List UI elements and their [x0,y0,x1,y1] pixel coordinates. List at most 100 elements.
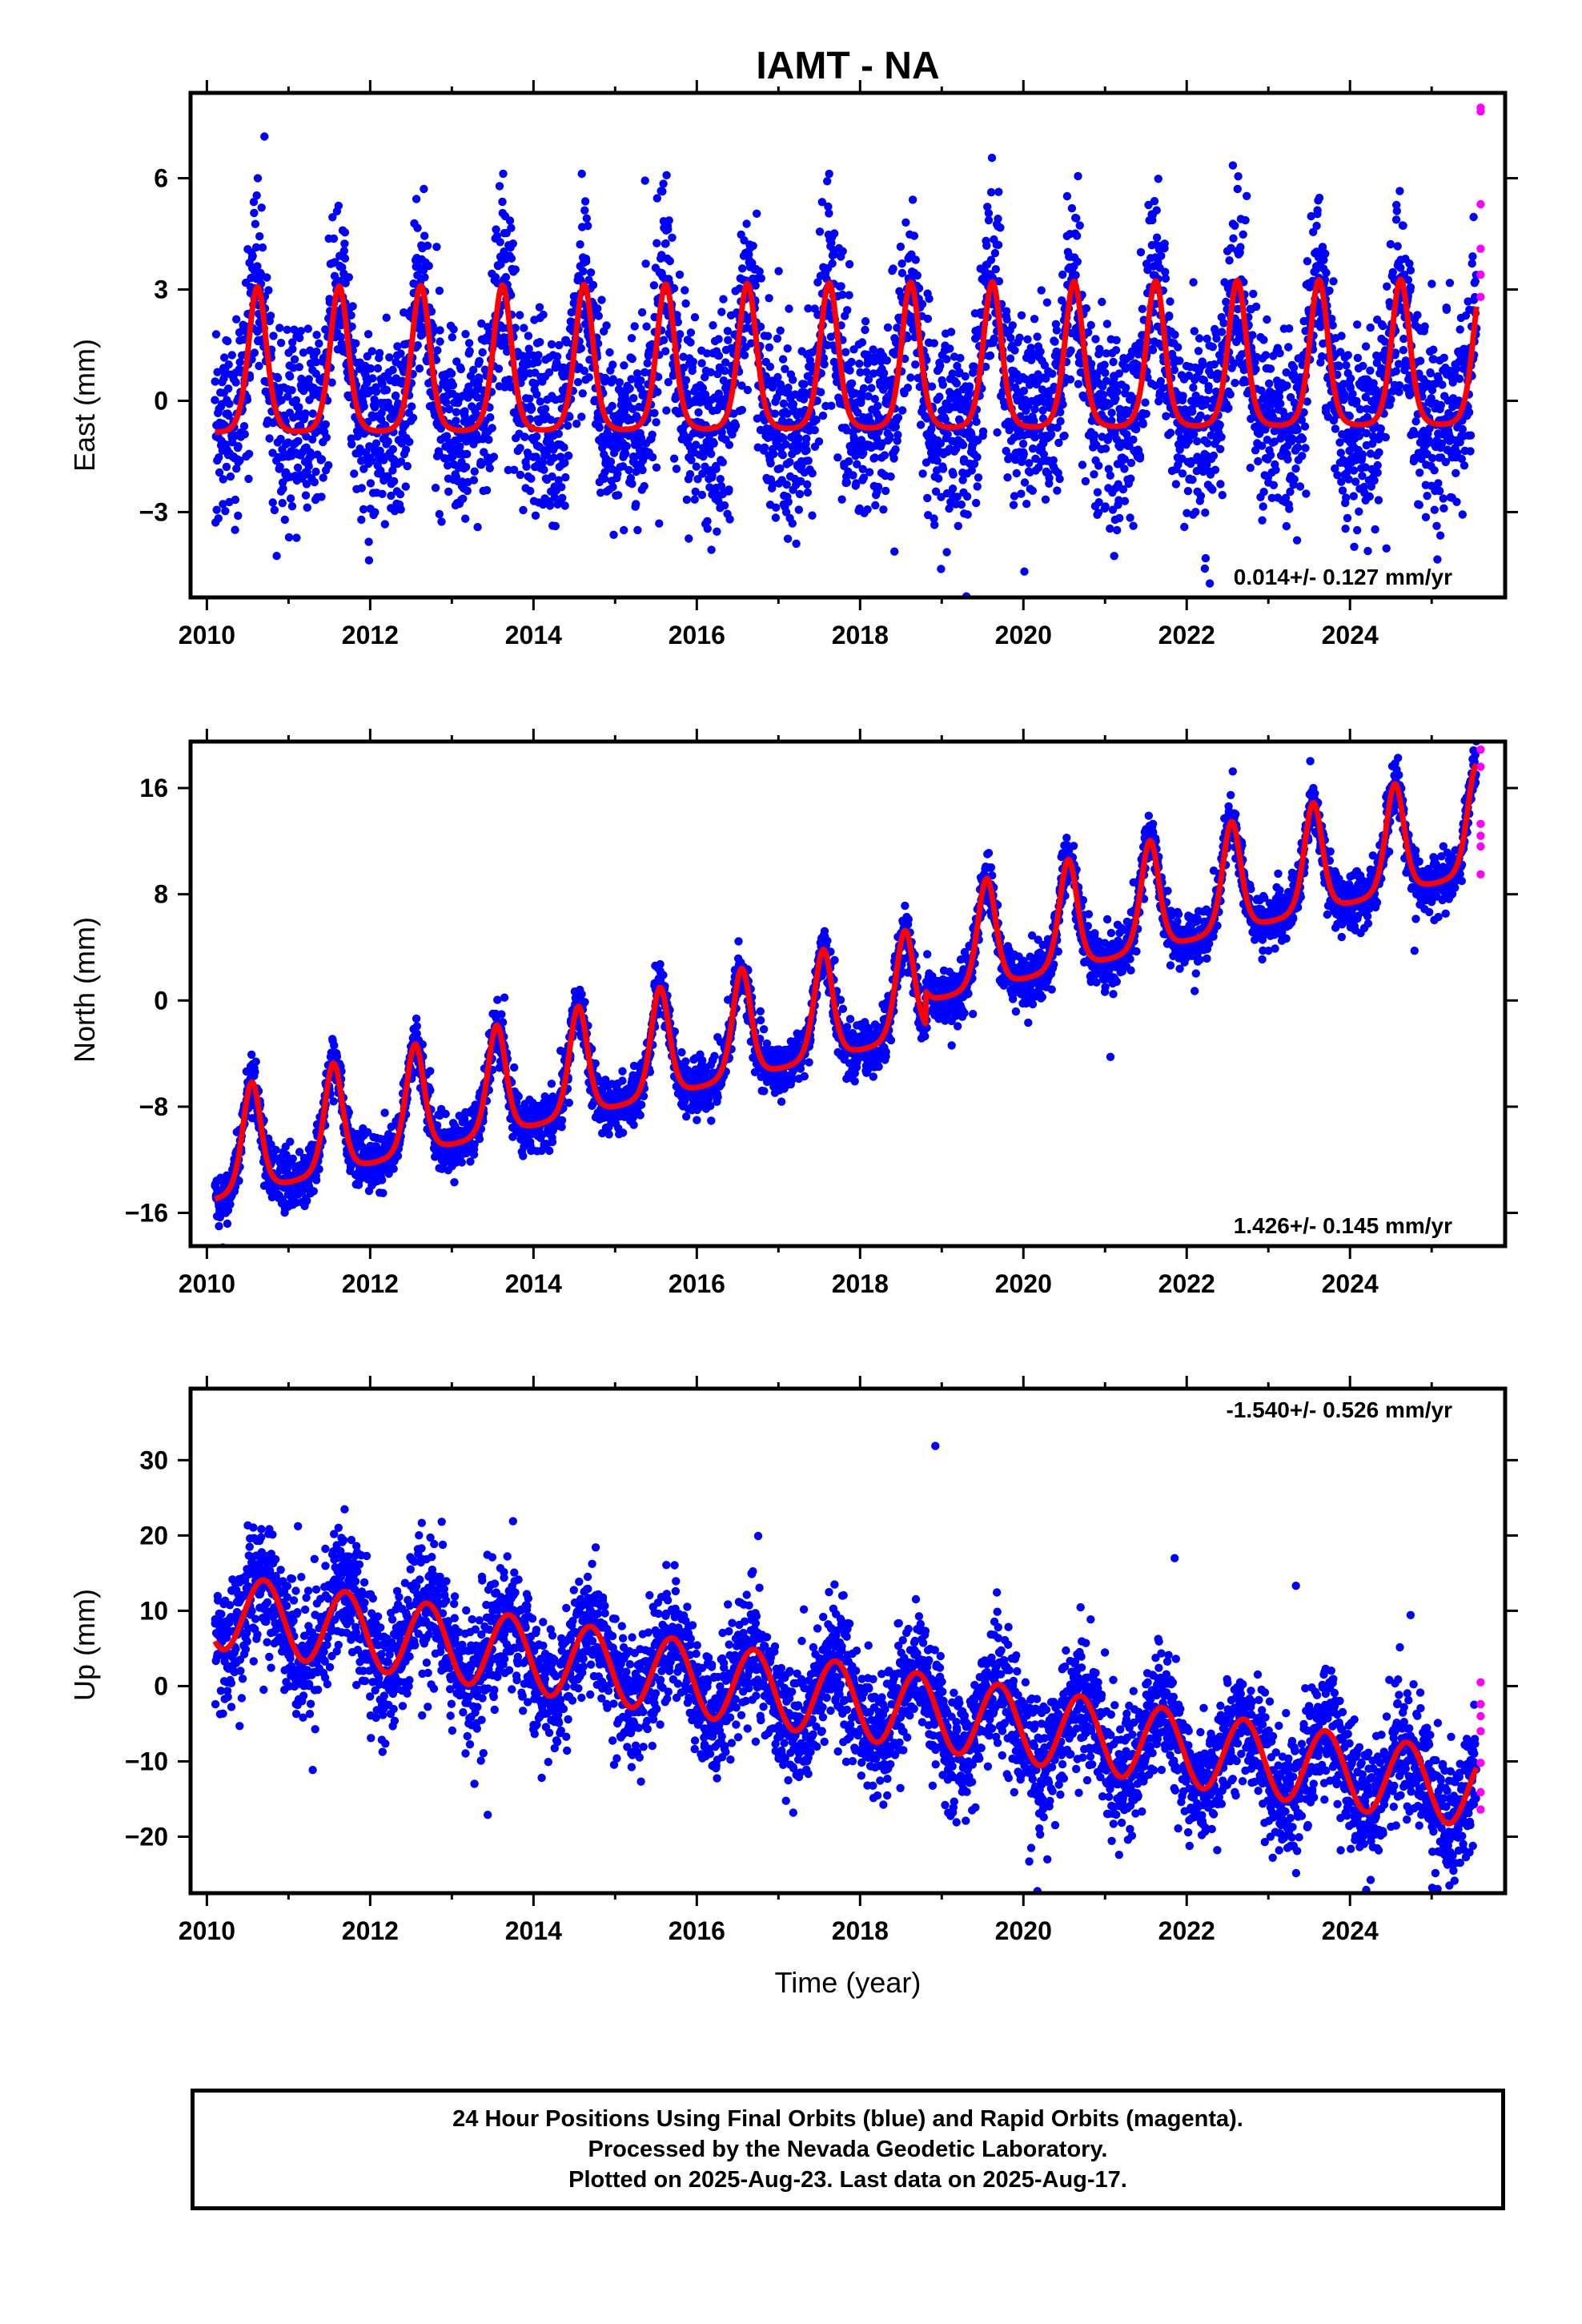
final-orbit-point [260,132,269,141]
final-orbit-point [339,247,348,255]
final-orbit-point [231,378,240,387]
final-orbit-point [742,219,751,228]
final-orbit-point [882,356,892,365]
final-orbit-point [815,227,825,236]
final-orbit-point [760,443,769,452]
final-orbit-point [913,271,922,280]
final-orbit-point [956,353,965,363]
final-orbit-point [659,336,669,344]
final-orbit-point [705,483,714,492]
final-orbit-point [628,480,636,489]
final-orbit-point [893,413,903,422]
final-orbit-point [509,465,519,474]
final-orbit-point [276,339,286,348]
final-orbit-point [336,332,345,341]
final-orbit-point [1435,531,1445,540]
final-orbit-point [1113,387,1122,396]
final-orbit-point [224,360,233,369]
final-orbit-point [943,430,952,439]
final-orbit-point [1282,521,1291,531]
final-orbit-point [1337,332,1346,340]
final-orbit-point [781,364,789,373]
final-orbit-point [889,454,898,463]
final-orbit-point [833,453,842,462]
final-orbit-point [643,359,652,368]
final-orbit-point [544,368,554,377]
final-orbit-point [546,416,556,424]
final-orbit-point [640,176,649,185]
final-orbit-point [295,363,303,372]
final-orbit-point [707,449,716,458]
final-orbit-point [211,396,219,404]
final-orbit-point [661,347,670,356]
final-orbit-point [606,457,616,466]
final-orbit-point [470,467,479,476]
final-orbit-point [1183,487,1193,496]
final-orbit-point [823,177,832,186]
final-orbit-point [319,473,327,482]
final-orbit-point [662,406,671,415]
final-orbit-point [222,462,231,472]
final-orbit-point [584,221,592,231]
final-orbit-point [580,366,589,376]
final-orbit-point [239,422,249,431]
final-orbit-point [954,521,963,530]
final-orbit-point [1381,432,1391,442]
final-orbit-point [322,433,331,442]
final-orbit-point [413,223,422,232]
final-orbit-point [709,439,718,448]
final-orbit-point [781,508,791,517]
final-orbit-point [1006,333,1015,343]
final-orbit-point [1090,431,1099,440]
final-orbit-point [916,420,926,429]
final-orbit-point [796,476,805,486]
final-orbit-point [731,421,741,430]
final-orbit-point [1371,525,1379,534]
final-orbit-point [881,486,890,496]
final-orbit-point [627,375,636,384]
final-orbit-point [1263,315,1271,324]
final-orbit-point [936,361,945,370]
final-orbit-point [771,513,781,522]
final-orbit-point [1003,473,1012,482]
final-orbit-point [1353,525,1362,535]
final-orbit-point [475,356,484,366]
x-tick-label: 2014 [505,621,562,649]
final-orbit-point [1138,420,1148,428]
final-orbit-point [270,505,279,515]
final-orbit-point [452,408,461,416]
final-orbit-point [911,360,920,369]
final-orbit-point [719,295,728,304]
final-orbit-point [1429,345,1438,354]
final-orbit-point [582,214,591,223]
final-orbit-point [247,1050,256,1059]
final-orbit-point [1285,324,1294,333]
final-orbit-point [597,296,606,304]
final-orbit-point [522,462,531,471]
final-orbit-point [1122,384,1130,392]
final-orbit-point [248,251,257,260]
final-orbit-point [1439,504,1448,513]
final-orbit-point [456,442,464,451]
final-orbit-point [725,440,734,449]
final-orbit-point [792,539,801,549]
final-orbit-point [859,384,869,393]
final-orbit-point [1294,443,1303,452]
final-orbit-point [642,322,651,331]
final-orbit-point [357,484,366,493]
final-orbit-point [301,491,311,500]
final-orbit-point [396,505,405,514]
final-orbit-point [385,353,394,362]
final-orbit-point [494,364,504,373]
final-orbit-point [765,362,775,372]
final-orbit-point [279,485,287,493]
final-orbit-point [1421,513,1431,521]
final-orbit-point [357,515,366,525]
final-orbit-point [555,340,564,350]
final-orbit-point [415,364,424,373]
final-orbit-point [845,291,853,300]
final-orbit-point [1152,206,1161,215]
final-orbit-point [857,436,866,444]
final-orbit-point [1106,524,1114,533]
final-orbit-point [363,330,373,339]
